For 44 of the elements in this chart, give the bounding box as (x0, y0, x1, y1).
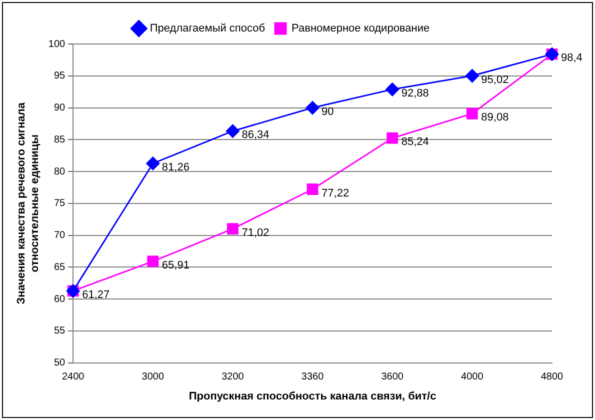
data-label: 89,08 (481, 112, 509, 124)
y-tick-label: 60 (54, 294, 66, 305)
point (306, 184, 318, 195)
legend-label: Предлагаемый способ (150, 22, 266, 35)
point (227, 223, 238, 234)
x-tick-label: 3000 (142, 372, 164, 383)
legend-label: Равномерное кодирование (292, 22, 430, 35)
x-tick-label: 3600 (381, 372, 404, 383)
y-tick-label: 85 (54, 134, 66, 146)
data-label: 65,91 (162, 259, 190, 272)
data-label: 92,88 (401, 87, 429, 100)
data-label: 98,4 (561, 52, 582, 64)
y-tick-label: 55 (54, 326, 66, 337)
data-label: 86,34 (242, 129, 270, 142)
x-tick-label: 3360 (301, 372, 324, 383)
x-tick-label: 2400 (62, 372, 85, 383)
point (226, 124, 240, 138)
y-tick-label: 100 (48, 38, 66, 50)
point (386, 132, 398, 144)
data-label: 85,24 (401, 136, 429, 148)
data-label: 81,26 (162, 162, 190, 174)
y-tick-label: 95 (54, 70, 66, 82)
y-tick-label: 90 (54, 102, 66, 114)
y-tick-label: 75 (54, 198, 66, 210)
x-tick-label: 4000 (461, 372, 484, 383)
data-label: 71,02 (242, 226, 270, 239)
point (146, 156, 160, 170)
y-tick-label: 80 (54, 166, 66, 178)
data-label: 90 (322, 106, 334, 118)
data-label: 77,22 (322, 187, 350, 200)
point (466, 108, 478, 120)
y-axis-title: Значения качества речевого сигнала относительные единицы (16, 102, 41, 304)
point (465, 69, 479, 83)
point (306, 101, 320, 115)
x-tick-label: 3200 (222, 372, 244, 383)
data-label: 95,02 (481, 74, 509, 86)
y-tick-label: 70 (54, 230, 66, 242)
point (147, 256, 159, 268)
y-tick-label: 50 (54, 358, 66, 369)
y-tick-label: 65 (54, 262, 66, 273)
data-label: 61,27 (82, 288, 110, 301)
x-tick-label: 4800 (540, 372, 564, 383)
point (386, 82, 400, 96)
x-axis-title: Пропускная способность канала связи, бит/с (188, 390, 436, 402)
